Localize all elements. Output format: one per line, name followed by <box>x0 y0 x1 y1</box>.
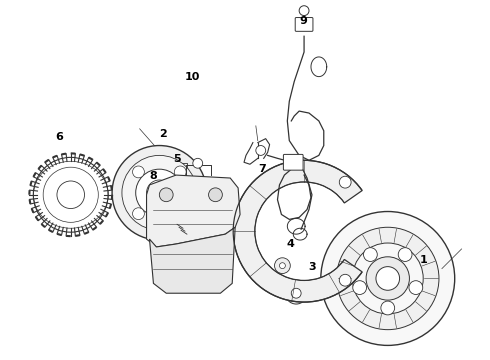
Circle shape <box>352 243 423 314</box>
Text: 1: 1 <box>419 255 427 265</box>
Circle shape <box>174 208 186 220</box>
Circle shape <box>193 158 203 168</box>
Circle shape <box>33 157 108 232</box>
Circle shape <box>409 281 423 294</box>
Text: 2: 2 <box>159 129 167 139</box>
Text: 9: 9 <box>299 15 307 26</box>
Circle shape <box>398 248 412 261</box>
Circle shape <box>122 156 197 230</box>
Circle shape <box>291 288 301 298</box>
Circle shape <box>274 258 290 274</box>
Circle shape <box>256 145 266 156</box>
FancyBboxPatch shape <box>283 154 303 170</box>
Text: 7: 7 <box>258 165 266 174</box>
Circle shape <box>299 6 309 15</box>
Circle shape <box>209 188 222 202</box>
Text: 6: 6 <box>55 132 63 143</box>
Circle shape <box>285 282 307 304</box>
Wedge shape <box>233 160 362 302</box>
Text: 10: 10 <box>184 72 199 82</box>
Circle shape <box>381 301 394 315</box>
Circle shape <box>133 166 145 178</box>
Text: 5: 5 <box>173 154 181 164</box>
Text: 3: 3 <box>309 262 317 272</box>
Circle shape <box>133 208 145 220</box>
Circle shape <box>339 176 351 188</box>
Circle shape <box>353 281 367 294</box>
Text: 4: 4 <box>287 239 295 249</box>
Circle shape <box>112 145 207 240</box>
Circle shape <box>159 188 173 202</box>
Circle shape <box>339 274 351 286</box>
FancyBboxPatch shape <box>295 18 313 31</box>
Circle shape <box>279 263 285 269</box>
Circle shape <box>147 180 172 206</box>
Circle shape <box>43 167 98 222</box>
Circle shape <box>174 166 186 178</box>
Circle shape <box>366 257 410 300</box>
Circle shape <box>57 181 84 208</box>
Circle shape <box>337 227 439 330</box>
Circle shape <box>136 169 183 216</box>
Polygon shape <box>149 227 235 293</box>
Polygon shape <box>147 175 240 247</box>
Text: 8: 8 <box>149 171 157 181</box>
Circle shape <box>321 212 455 345</box>
Circle shape <box>364 248 377 261</box>
Circle shape <box>376 267 399 290</box>
